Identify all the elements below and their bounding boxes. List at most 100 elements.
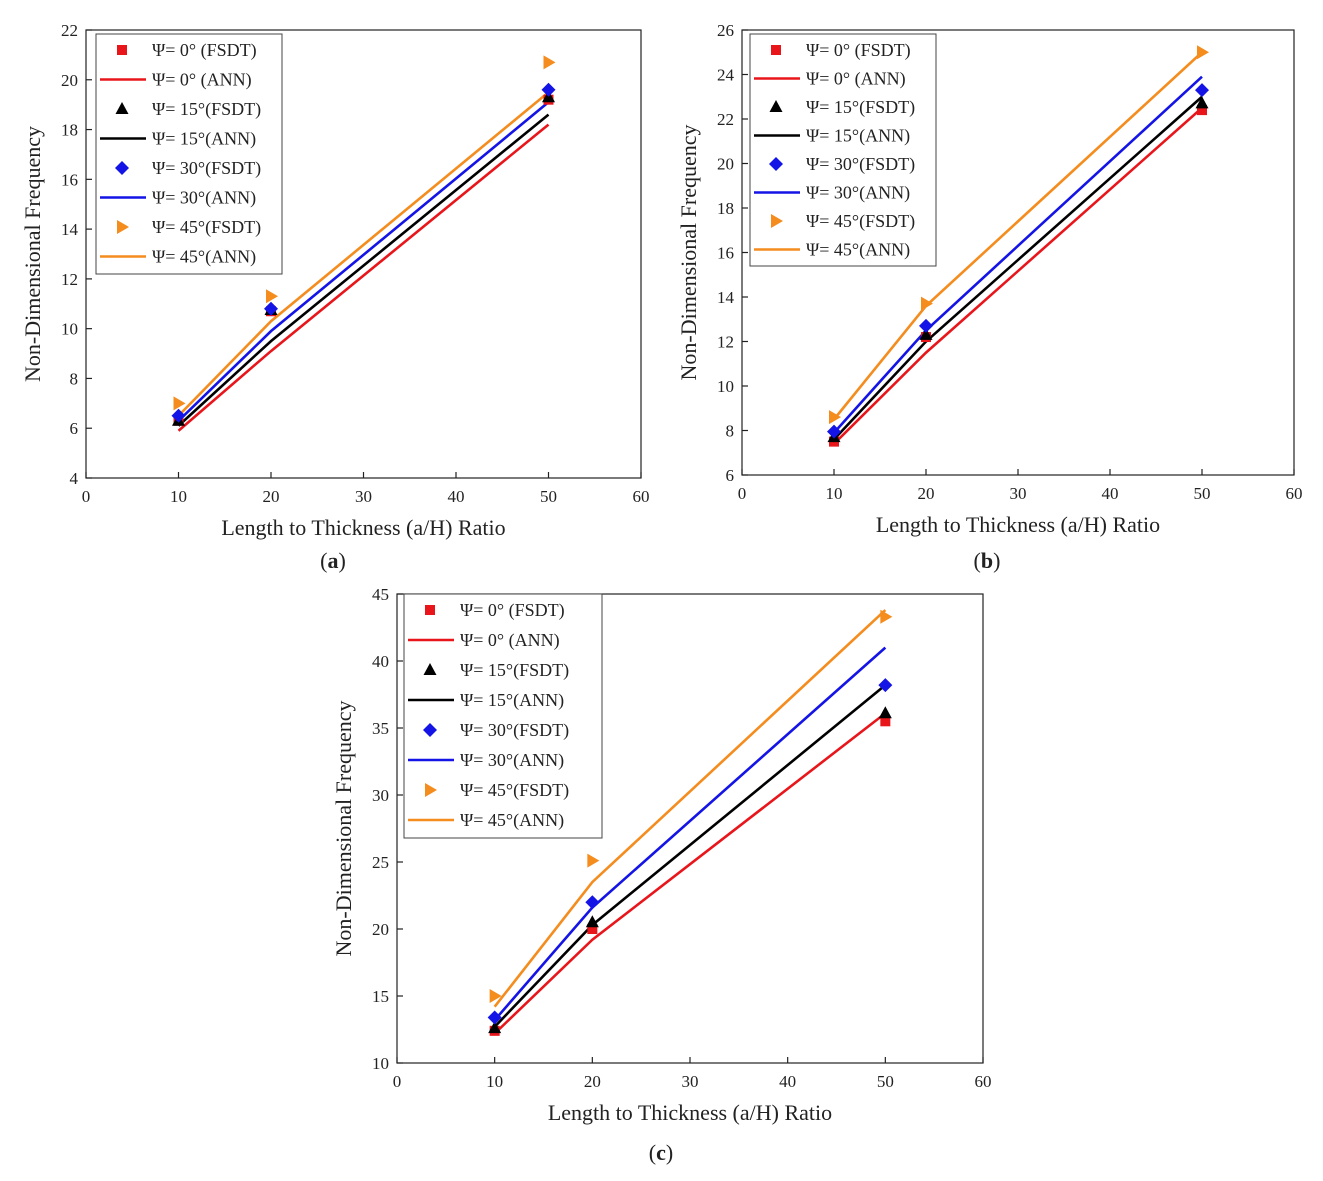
x-tick-label: 30 [355, 487, 372, 506]
y-tick-label: 8 [726, 422, 735, 441]
data-point [880, 716, 891, 727]
series-line [177, 91, 550, 417]
legend-marker-swatch [771, 214, 783, 228]
legend-marker-swatch [423, 723, 437, 737]
y-axis-label: Non-Dimensional Frequency [331, 701, 356, 957]
y-tick-label: 22 [61, 21, 78, 40]
data-point [585, 895, 600, 910]
legend-label: Ψ= 15°(FSDT) [460, 660, 569, 681]
y-tick-label: 10 [372, 1054, 389, 1073]
y-tick-label: 18 [717, 199, 734, 218]
caption-paren: ( [974, 548, 981, 573]
y-tick-label: 16 [717, 244, 734, 263]
x-tick-label: 30 [1010, 484, 1027, 503]
legend-label: Ψ= 15°(ANN) [152, 129, 256, 150]
legend-label: Ψ= 0° (FSDT) [152, 40, 257, 61]
panel-caption: (c) [649, 1140, 673, 1165]
series-line [493, 609, 887, 1008]
chart-panel-a: 0 10 20 30 40 50 60 4 6 8 10 12 14 16 18 20 22 Length to … [20, 21, 650, 573]
y-tick-label: 14 [61, 220, 79, 239]
legend-marker-swatch [425, 605, 435, 615]
x-axis-label: Length to Thickness (a/H) Ratio [221, 515, 505, 540]
y-tick-label: 12 [61, 270, 78, 289]
y-tick-label: 4 [70, 469, 79, 488]
x-tick-label: 0 [393, 1072, 402, 1091]
x-tick-label: 40 [448, 487, 465, 506]
data-point [587, 853, 600, 868]
y-axis-label: Non-Dimensional Frequency [20, 126, 45, 382]
y-tick-label: 26 [717, 21, 734, 40]
y-tick-label: 16 [61, 170, 78, 189]
series-line [177, 123, 550, 432]
x-tick-label: 20 [584, 1072, 601, 1091]
x-tick-label: 40 [1102, 484, 1119, 503]
legend-label: Ψ= 15°(FSDT) [152, 99, 261, 120]
legend: Ψ= 0° (FSDT) Ψ= 0° (ANN) Ψ= 15°(FSDT) Ψ= 15… [749, 33, 937, 267]
legend-marker-swatch [115, 102, 129, 114]
data-point [266, 289, 278, 304]
legend-box [749, 33, 937, 267]
legend-label: Ψ= 45°(ANN) [460, 810, 564, 831]
x-tick-label: 60 [1286, 484, 1303, 503]
data-point [919, 318, 933, 333]
series-line [493, 712, 887, 1035]
caption-paren: ( [649, 1140, 656, 1165]
legend-label: Ψ= 15°(ANN) [806, 126, 910, 147]
y-tick-label: 14 [717, 288, 735, 307]
y-tick-label: 25 [372, 853, 389, 872]
series-line [177, 101, 550, 422]
x-tick-label: 50 [1194, 484, 1211, 503]
data-point [921, 296, 933, 311]
x-tick-label: 30 [682, 1072, 699, 1091]
legend-label: Ψ= 30°(FSDT) [460, 720, 569, 741]
legend-label: Ψ= 0° (ANN) [152, 70, 252, 91]
legend-label: Ψ= 45°(ANN) [152, 247, 256, 268]
legend-label: Ψ= 45°(FSDT) [152, 217, 261, 238]
legend-box [95, 33, 283, 275]
data-point [1197, 105, 1207, 116]
x-tick-label: 50 [540, 487, 557, 506]
x-tick-label: 50 [877, 1072, 894, 1091]
y-tick-label: 40 [372, 652, 389, 671]
data-point [878, 678, 893, 693]
y-tick-label: 12 [717, 333, 734, 352]
y-tick-label: 22 [717, 110, 734, 129]
legend-label: Ψ= 15°(FSDT) [806, 97, 915, 118]
legend: Ψ= 0° (FSDT) Ψ= 0° (ANN) Ψ= 15°(FSDT) Ψ= 15… [95, 33, 283, 275]
legend-marker-swatch [423, 663, 437, 675]
y-tick-label: 6 [70, 419, 79, 438]
caption-letter: b [981, 548, 993, 573]
data-point [171, 408, 186, 423]
legend-label: Ψ= 45°(FSDT) [460, 780, 569, 801]
y-tick-label: 18 [61, 121, 78, 140]
legend-label: Ψ= 45°(ANN) [806, 240, 910, 261]
x-axis-label: Length to Thickness (a/H) Ratio [548, 1100, 832, 1125]
data-point [919, 327, 933, 340]
caption-letter: c [656, 1140, 666, 1165]
legend-label: Ψ= 0° (ANN) [806, 69, 906, 90]
series-line [177, 113, 550, 427]
chart-panel-b: 0 10 20 30 40 50 60 6 8 10 12 14 16 18 20 22 24 26 Length … [676, 21, 1303, 573]
y-tick-label: 10 [717, 377, 734, 396]
legend-label: Ψ= 45°(FSDT) [806, 211, 915, 232]
data-point [264, 301, 278, 316]
x-tick-label: 10 [170, 487, 187, 506]
legend-marker-swatch [771, 45, 781, 55]
caption-letter: a [328, 548, 339, 573]
x-axis-label: Length to Thickness (a/H) Ratio [876, 512, 1160, 537]
data-point [880, 609, 893, 624]
legend-label: Ψ= 30°(ANN) [460, 750, 564, 771]
data-point [541, 82, 556, 97]
legend-label: Ψ= 0° (FSDT) [460, 600, 565, 621]
x-tick-label: 60 [633, 487, 650, 506]
legend-marker-swatch [115, 161, 129, 175]
y-tick-label: 10 [61, 320, 78, 339]
data-point [1195, 83, 1209, 98]
y-tick-label: 20 [717, 155, 734, 174]
x-tick-label: 0 [738, 484, 747, 503]
legend-marker-swatch [769, 100, 783, 112]
data-point [827, 424, 841, 439]
legend-label: Ψ= 30°(FSDT) [152, 158, 261, 179]
panel-caption: (a) [320, 548, 346, 573]
